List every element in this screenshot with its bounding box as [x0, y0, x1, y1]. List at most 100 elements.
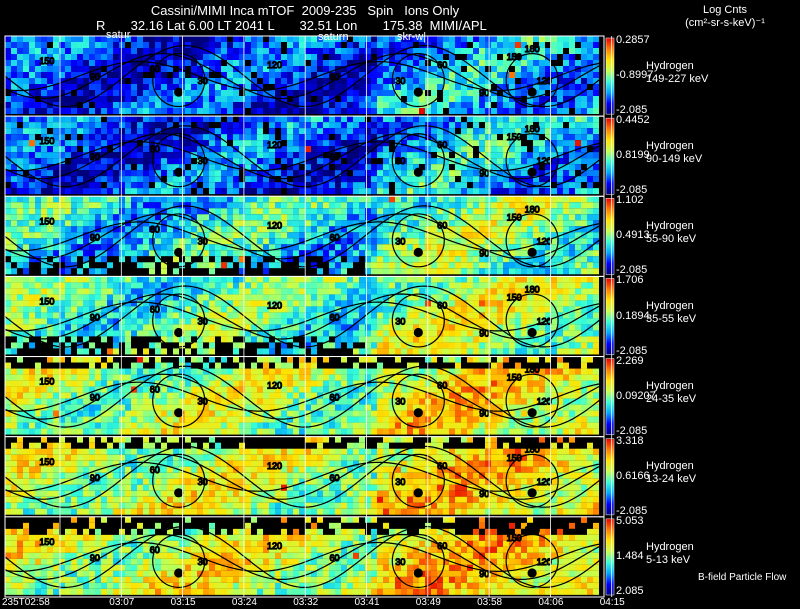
footer-note: B-field Particle Flow — [698, 572, 787, 583]
colorbar — [605, 37, 615, 115]
colorbar-mid: 1.484 — [616, 549, 644, 562]
contour-ellipse — [391, 213, 445, 268]
b-field-marker — [527, 408, 537, 418]
contour-label: 150 — [507, 132, 522, 142]
b-field-marker — [174, 87, 184, 97]
contour-label: 60 — [329, 553, 339, 563]
energy-range-label: 24-35 keV — [646, 393, 697, 406]
marker-satur: satur — [106, 29, 131, 41]
b-field-marker — [174, 247, 184, 257]
contour-label: 180 — [525, 445, 540, 455]
contour-label: 30 — [395, 156, 405, 166]
contour-curve — [4, 285, 602, 348]
contour-label: 120 — [267, 220, 282, 230]
contour-label: 60 — [437, 140, 447, 150]
contour-label: 60 — [329, 232, 339, 242]
colorbar — [605, 518, 615, 596]
contour-label: 60 — [150, 465, 160, 475]
contour-ellipse — [505, 293, 559, 348]
species-label: Hydrogen — [646, 59, 694, 72]
contour-label: 120 — [267, 381, 282, 391]
contour-label: 120 — [267, 300, 282, 310]
contour-label: 180 — [525, 124, 540, 134]
colorbar — [605, 358, 615, 435]
energy-range-label: 13-24 keV — [646, 473, 697, 486]
orbit-info-line: R 32.16 Lat 6.00 LT 2041 L 32.51 Lon 175… — [96, 18, 487, 33]
contour-ellipse — [391, 293, 445, 348]
time-tick-label: 04:15 — [599, 597, 625, 608]
time-tick-label: 03:24 — [231, 597, 257, 608]
contour-label: 30 — [395, 477, 405, 487]
contour-label: 60 — [437, 300, 447, 310]
contour-curve — [4, 533, 602, 581]
colorbar-unit-line1: Log Cnts — [702, 4, 748, 16]
contour-ellipse — [152, 373, 206, 428]
b-field-marker — [413, 167, 423, 177]
time-tick-label: 03:07 — [109, 597, 135, 608]
contour-label: 150 — [39, 56, 54, 66]
contour-ellipse — [505, 533, 559, 588]
contour-curve — [4, 44, 602, 108]
b-field-marker — [174, 408, 184, 418]
contour-ellipse — [152, 53, 206, 108]
contour-ellipse — [505, 213, 559, 268]
panel-border — [4, 516, 605, 598]
b-field-marker — [527, 488, 537, 498]
contour-label: 30 — [198, 557, 208, 567]
contour-label: 120 — [537, 76, 552, 86]
contour-label: 30 — [198, 156, 208, 166]
contour-label: 90 — [479, 409, 489, 419]
contour-label: 180 — [525, 44, 540, 54]
contour-label: 60 — [329, 152, 339, 162]
contour-curve — [4, 365, 602, 428]
contour-label: 120 — [267, 140, 282, 150]
contour-label: 60 — [150, 64, 160, 74]
contour-ellipse — [152, 133, 206, 188]
colorbar-mid: 0.09207 — [616, 389, 656, 402]
contour-label: 60 — [437, 60, 447, 70]
contour-curve — [4, 445, 602, 508]
contour-label: 60 — [437, 461, 447, 471]
colorbar-mid: 0.1894 — [616, 309, 650, 322]
contour-label: 60 — [329, 393, 339, 403]
contour-curve — [4, 453, 602, 500]
contour-label: 120 — [267, 541, 282, 551]
colorbar-max: 3.318 — [616, 434, 644, 447]
colorbar — [605, 117, 615, 195]
contour-label: 90 — [479, 248, 489, 258]
colorbar-mid: 0.8199 — [616, 149, 650, 162]
time-tick-label: 03:41 — [354, 597, 380, 608]
b-field-marker — [413, 568, 423, 578]
contour-ellipse — [152, 453, 206, 508]
contour-curve — [4, 61, 602, 92]
b-field-marker — [174, 327, 184, 338]
time-tick-label: 04:06 — [538, 597, 564, 608]
contour-label: 120 — [267, 60, 282, 70]
contour-label: 120 — [537, 236, 552, 246]
species-label: Hydrogen — [646, 219, 694, 232]
contour-label: 60 — [150, 385, 160, 395]
contour-label: 150 — [507, 292, 522, 302]
contour-label: 60 — [150, 144, 160, 154]
contour-ellipse — [391, 133, 445, 188]
contour-curve — [4, 461, 602, 492]
contour-label: 30 — [198, 236, 208, 246]
time-tick-label: 235T02:58 — [2, 597, 50, 608]
colorbar-max: 1.102 — [616, 194, 644, 207]
contour-curve — [4, 293, 602, 340]
colorbar-unit-line2: (cm²-sr-s-keV)⁻¹ — [685, 17, 765, 29]
colorbar-max: 1.706 — [616, 274, 644, 287]
contour-label: 120 — [267, 461, 282, 471]
contour-label: 150 — [39, 537, 54, 547]
contour-label: 90 — [90, 473, 100, 483]
contour-ellipse — [391, 373, 445, 428]
contour-label: 120 — [537, 317, 552, 327]
contour-label: 150 — [39, 296, 54, 306]
contour-label: 60 — [150, 545, 160, 555]
contour-label: 60 — [437, 541, 447, 551]
contour-ellipse — [505, 373, 559, 428]
contour-label: 150 — [507, 52, 522, 62]
